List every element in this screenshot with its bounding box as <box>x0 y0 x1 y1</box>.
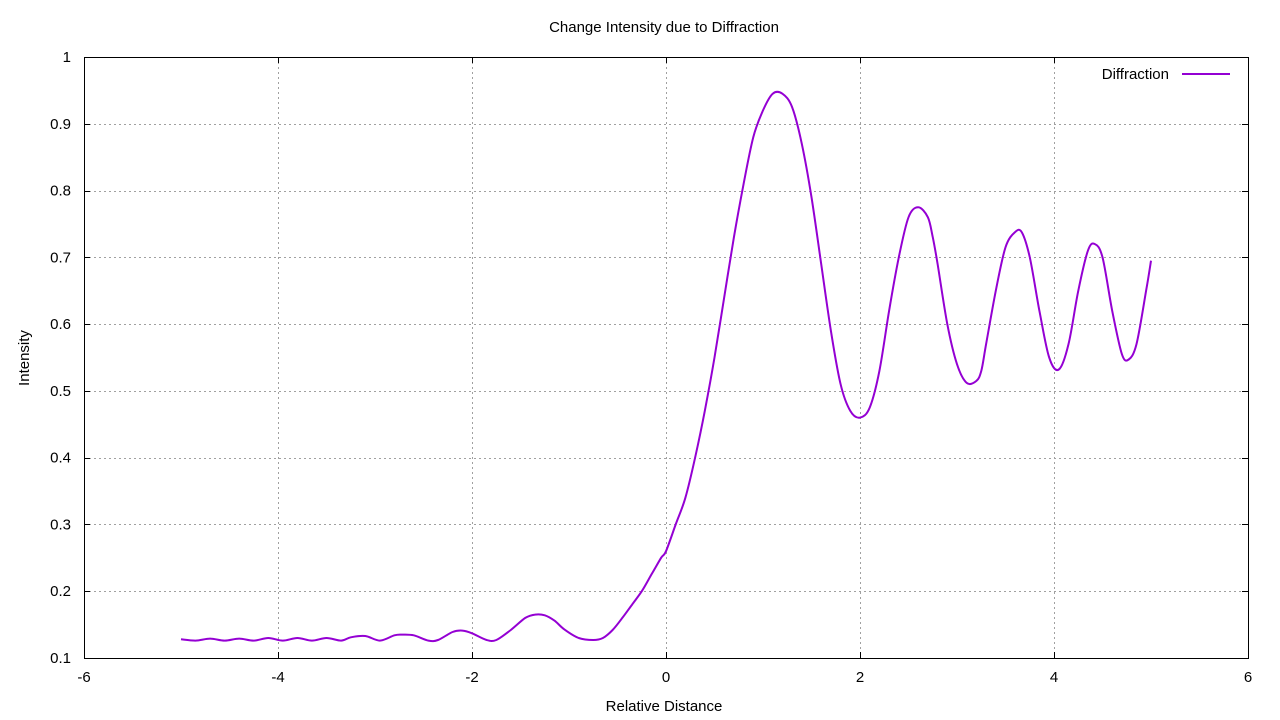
axis-ticks <box>84 57 1249 659</box>
y-tick-label: 0.3 <box>50 516 71 533</box>
x-tick-label: -4 <box>271 669 284 686</box>
y-tick-label: 0.1 <box>50 650 71 667</box>
grid <box>84 57 1248 658</box>
x-axis-label: Relative Distance <box>606 698 723 715</box>
y-tick-label: 0.2 <box>50 583 71 600</box>
x-tick-label: 6 <box>1244 669 1252 686</box>
y-tick-label: 0.7 <box>50 249 71 266</box>
y-tick-label: 0.4 <box>50 450 71 467</box>
series-line-diffraction <box>180 90 1152 643</box>
legend-label-diffraction: Diffraction <box>1102 66 1169 83</box>
x-tick-label: 0 <box>662 669 670 686</box>
x-tick-label: 2 <box>856 669 864 686</box>
y-tick-label: 0.9 <box>50 116 71 133</box>
y-tick-label: 0.6 <box>50 316 71 333</box>
x-tick-label: -2 <box>465 669 478 686</box>
y-tick-label: 1 <box>63 49 71 66</box>
tick-labels: -6 -4 -2 0 2 4 6 0.1 0.2 0.3 0.4 0.5 0.6 0.7 0.8 0.9 1 <box>50 49 1252 686</box>
y-tick-label: 0.5 <box>50 383 71 400</box>
legend: Diffraction <box>1102 66 1230 83</box>
y-tick-label: 0.8 <box>50 183 71 200</box>
y-axis-label: Intensity <box>16 330 33 386</box>
chart-title: Change Intensity due to Diffraction <box>549 19 779 36</box>
x-tick-label: 4 <box>1050 669 1058 686</box>
series-layer <box>180 90 1152 643</box>
x-tick-label: -6 <box>77 669 90 686</box>
